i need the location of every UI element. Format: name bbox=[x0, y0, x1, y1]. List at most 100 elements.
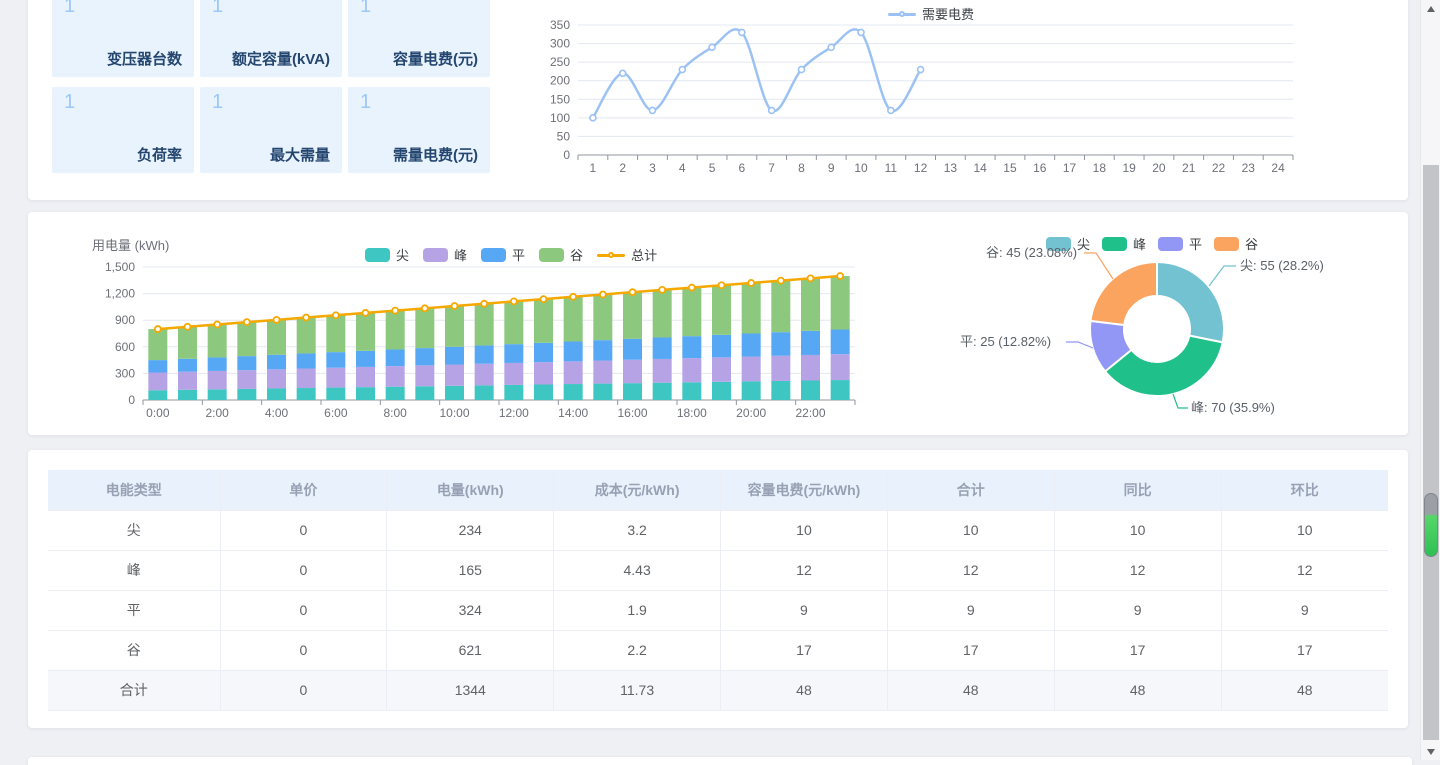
table-wrap: 电能类型 单价 电量(kWh) 成本(元/kWh) 容量电费(元/kWh) 合计 同比 环比 … bbox=[48, 470, 1388, 711]
stat-label: 负荷率 bbox=[136, 147, 182, 164]
table-cell: 4.43 bbox=[553, 550, 722, 591]
table-cell: 9 bbox=[1221, 590, 1388, 631]
valley-swatch-icon bbox=[1214, 236, 1240, 251]
svg-text:6:00: 6:00 bbox=[324, 406, 348, 420]
svg-text:0:00: 0:00 bbox=[146, 406, 170, 420]
scroll-down-button[interactable] bbox=[1421, 743, 1440, 760]
stat-value: 1 bbox=[64, 91, 76, 113]
svg-text:10:00: 10:00 bbox=[439, 406, 469, 420]
line-chart-legend: 需要电费 bbox=[888, 4, 974, 23]
table-cell: 峰 bbox=[48, 550, 221, 591]
legend-item-flat[interactable]: 平 bbox=[1158, 234, 1202, 253]
svg-text:16: 16 bbox=[1033, 161, 1047, 175]
svg-text:22:00: 22:00 bbox=[795, 406, 825, 420]
svg-text:23: 23 bbox=[1242, 161, 1256, 175]
scroll-down-icon bbox=[1427, 749, 1435, 755]
table-cell: 0 bbox=[220, 590, 388, 631]
y-axis-title: 用电量 (kWh) bbox=[92, 238, 170, 253]
stat-value: 1 bbox=[212, 91, 224, 113]
svg-text:250: 250 bbox=[550, 55, 570, 69]
stat-value: 1 bbox=[64, 0, 76, 17]
column-header: 电量(kWh) bbox=[386, 470, 555, 511]
table-cell: 10 bbox=[1054, 510, 1222, 551]
table-cell: 0 bbox=[220, 670, 388, 711]
svg-text:300: 300 bbox=[550, 37, 570, 51]
legend-label: 峰 bbox=[454, 248, 468, 263]
legend-item-total[interactable]: 总计 bbox=[597, 245, 657, 264]
svg-text:4: 4 bbox=[679, 161, 686, 175]
bar-chart-canvas[interactable]: 0 300 600 900 1,200 1,500 0:00 2:00 4:00 6:00 8:00… bbox=[68, 227, 898, 432]
legend-item-sharp[interactable]: 尖 bbox=[365, 245, 409, 264]
table-cell: 324 bbox=[386, 590, 555, 631]
svg-text:11: 11 bbox=[885, 161, 898, 175]
legend-item-flat[interactable]: 平 bbox=[481, 245, 525, 264]
bar-chart-legend: 尖 峰 平 谷 总计 bbox=[365, 245, 657, 264]
hourly-usage-stacked-chart[interactable]: 用电量 (kWh) 0 300 600 900 1,200 1,500 0:00 2:00 4:… bbox=[68, 227, 898, 432]
legend-item-peak[interactable]: 峰 bbox=[423, 245, 467, 264]
svg-text:0: 0 bbox=[563, 148, 570, 162]
stat-card-rated-capacity: 1 额定容量(kVA) bbox=[200, 0, 342, 77]
usage-share-donut-chart[interactable]: 尖 峰 平 谷 谷: 45 (23.08%) 尖: 55 (28.2%) 平: … bbox=[928, 230, 1408, 435]
legend-label: 平 bbox=[512, 248, 526, 263]
svg-text:22: 22 bbox=[1212, 161, 1226, 175]
table-cell: 17 bbox=[720, 630, 888, 671]
table-cell: 48 bbox=[1221, 670, 1388, 711]
svg-text:21: 21 bbox=[1182, 161, 1196, 175]
svg-text:12: 12 bbox=[914, 161, 928, 175]
svg-text:3: 3 bbox=[649, 161, 656, 175]
energy-cost-table-card: 电能类型 单价 电量(kWh) 成本(元/kWh) 容量电费(元/kWh) 合计 同比 环比 … bbox=[28, 450, 1408, 728]
svg-text:10: 10 bbox=[854, 161, 868, 175]
total-line-icon bbox=[597, 248, 626, 262]
flat-swatch-icon bbox=[481, 247, 507, 262]
table-cell: 17 bbox=[887, 630, 1055, 671]
svg-text:9: 9 bbox=[828, 161, 835, 175]
peak-swatch-icon bbox=[423, 247, 449, 262]
table-cell: 48 bbox=[720, 670, 888, 711]
legend-item-sharp[interactable]: 尖 bbox=[1046, 234, 1090, 253]
legend-item-peak[interactable]: 峰 bbox=[1102, 234, 1146, 253]
table-cell: 17 bbox=[1221, 630, 1388, 671]
stat-grid: 1 变压器台数 1 额定容量(kVA) 1 容量电费(元) 1 负荷率 1 最大… bbox=[52, 0, 490, 173]
stat-card-demand-fee: 1 需量电费(元) bbox=[348, 87, 490, 173]
table-cell: 10 bbox=[887, 510, 1055, 551]
stat-label: 额定容量(kVA) bbox=[231, 51, 330, 68]
valley-swatch-icon bbox=[539, 247, 565, 262]
table-cell: 12 bbox=[887, 550, 1055, 591]
svg-text:18:00: 18:00 bbox=[677, 406, 707, 420]
table-header-row: 电能类型 单价 电量(kWh) 成本(元/kWh) 容量电费(元/kWh) 合计 同比 环比 bbox=[48, 470, 1388, 511]
svg-text:18: 18 bbox=[1093, 161, 1107, 175]
svg-text:1,200: 1,200 bbox=[105, 287, 135, 301]
legend-item-demand-fee[interactable]: 需要电费 bbox=[888, 4, 974, 23]
legend-item-valley[interactable]: 谷 bbox=[539, 245, 583, 264]
stat-card-max-demand: 1 最大需量 bbox=[200, 87, 342, 173]
table-cell: 0 bbox=[220, 550, 388, 591]
svg-text:8:00: 8:00 bbox=[383, 406, 407, 420]
svg-text:300: 300 bbox=[115, 366, 135, 380]
demand-fee-line-chart[interactable]: 0 50 100 150 200 250 300 350 1 2 3 4 5 6 7 8 9 10 11 12 13 14… bbox=[533, 0, 1333, 198]
column-header: 容量电费(元/kWh) bbox=[720, 470, 888, 511]
svg-text:17: 17 bbox=[1063, 161, 1077, 175]
svg-text:600: 600 bbox=[115, 340, 135, 354]
legend-item-valley[interactable]: 谷 bbox=[1214, 234, 1258, 253]
table-row: 平 0 324 1.9 9 9 9 9 bbox=[48, 590, 1388, 631]
vertical-scrollbar[interactable] bbox=[1420, 0, 1440, 760]
table-cell: 谷 bbox=[48, 630, 221, 671]
table-cell: 1.9 bbox=[553, 590, 722, 631]
stat-label: 需量电费(元) bbox=[393, 147, 478, 164]
donut-chart-canvas[interactable] bbox=[928, 230, 1408, 435]
svg-text:100: 100 bbox=[550, 111, 570, 125]
stat-value: 1 bbox=[360, 0, 372, 17]
scrollbar-thumb[interactable] bbox=[1423, 165, 1439, 740]
stat-card-capacity-fee: 1 容量电费(元) bbox=[348, 0, 490, 77]
overview-card: 1 变压器台数 1 额定容量(kVA) 1 容量电费(元) 1 负荷率 1 最大… bbox=[28, 0, 1408, 200]
svg-text:7: 7 bbox=[768, 161, 775, 175]
stat-label: 容量电费(元) bbox=[393, 51, 478, 68]
scroll-up-button[interactable] bbox=[1421, 0, 1440, 17]
stat-label: 变压器台数 bbox=[106, 51, 182, 68]
donut-chart-legend: 尖 峰 平 谷 bbox=[1046, 234, 1258, 253]
svg-text:20: 20 bbox=[1152, 161, 1166, 175]
svg-text:4:00: 4:00 bbox=[265, 406, 289, 420]
scroll-up-icon bbox=[1427, 6, 1435, 12]
